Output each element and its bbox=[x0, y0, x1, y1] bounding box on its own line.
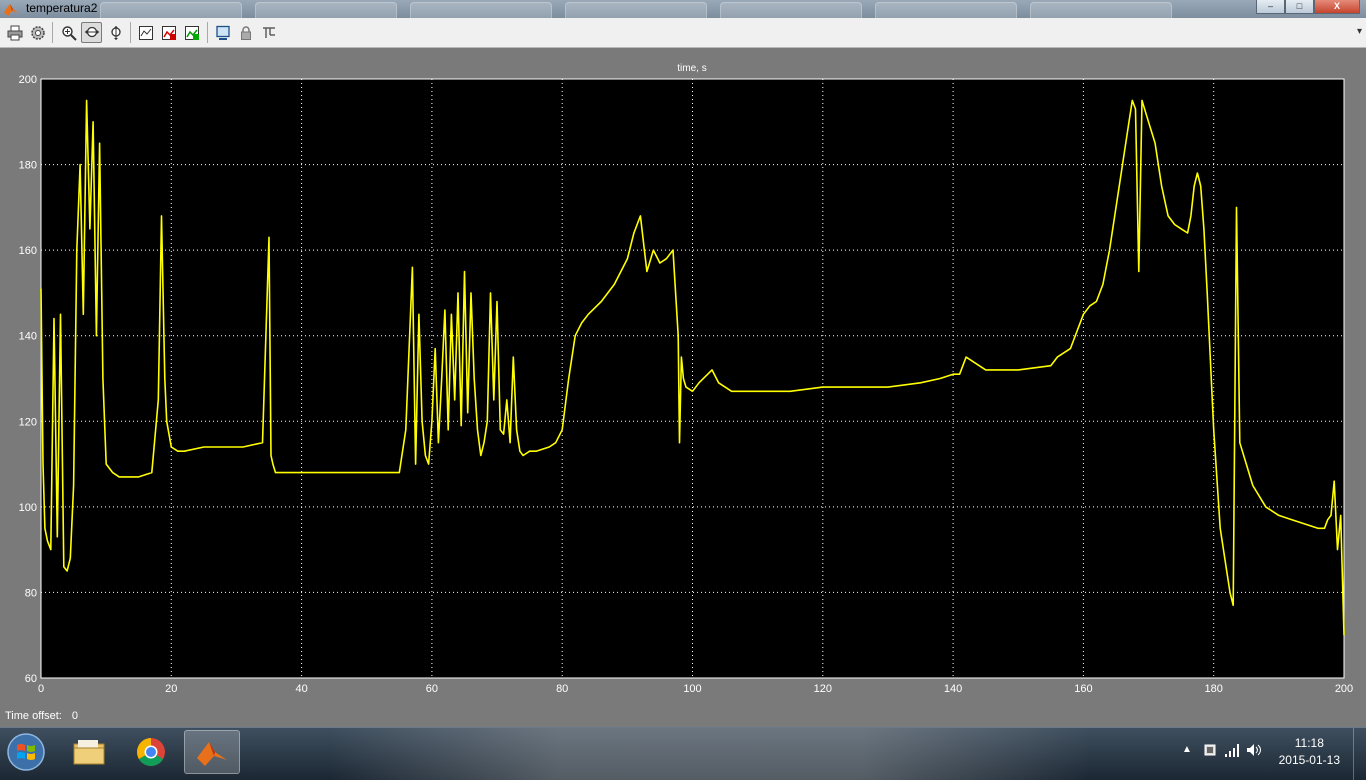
print-button[interactable] bbox=[4, 22, 25, 43]
x-tick-label: 140 bbox=[944, 683, 962, 695]
y-tick-label: 200 bbox=[19, 74, 37, 86]
y-tick-label: 180 bbox=[19, 160, 37, 172]
print-icon bbox=[7, 25, 22, 40]
taskbar-item-explorer[interactable] bbox=[61, 730, 117, 774]
y-tick-label: 100 bbox=[19, 502, 37, 514]
parameters-icon bbox=[30, 25, 45, 40]
x-tick-label: 20 bbox=[165, 683, 177, 695]
autoscale-icon bbox=[138, 25, 153, 40]
windows-start-icon bbox=[7, 733, 45, 771]
scope-chart[interactable]: 0 20 40 60 80 100 120 140 160 180 200 60 80 100 120 14… bbox=[0, 47, 1366, 727]
time-offset-value: 0 bbox=[71, 710, 78, 722]
window-title: temperatura2 bbox=[26, 1, 98, 15]
toolbar-separator bbox=[130, 22, 131, 43]
taskbar-background bbox=[330, 728, 1090, 780]
window-controls: – □ X bbox=[1256, 0, 1360, 14]
zoom-in-button[interactable] bbox=[58, 22, 79, 43]
save-axes-settings-icon bbox=[161, 25, 176, 40]
y-tick-label: 60 bbox=[25, 673, 37, 685]
axis-title: time, s bbox=[677, 63, 706, 74]
restore-axes-settings-button[interactable] bbox=[181, 22, 202, 43]
save-axes-settings-button[interactable] bbox=[158, 22, 179, 43]
y-tick-label: 80 bbox=[25, 587, 37, 599]
window-title-bar[interactable]: temperatura2 – □ X bbox=[0, 0, 1366, 18]
floating-scope-button[interactable] bbox=[212, 22, 233, 43]
signal-selection-button[interactable] bbox=[258, 22, 279, 43]
signal-strength-icon[interactable] bbox=[1224, 742, 1240, 758]
clock[interactable]: 11:18 2015-01-13 bbox=[1279, 735, 1340, 769]
background-tabs bbox=[100, 2, 1260, 18]
lock-axes-icon bbox=[240, 25, 251, 40]
matlab-icon bbox=[197, 742, 227, 766]
toolbar-separator bbox=[52, 22, 53, 43]
scope-plot-area: 0 20 40 60 80 100 120 140 160 180 200 60 80 100 120 14… bbox=[0, 47, 1366, 727]
taskbar-item-matlab[interactable] bbox=[184, 730, 240, 774]
parameters-button[interactable] bbox=[27, 22, 48, 43]
minimize-button[interactable]: – bbox=[1256, 0, 1285, 14]
show-desktop-button[interactable] bbox=[1353, 728, 1366, 780]
y-tick-label: 160 bbox=[19, 245, 37, 257]
zoom-y-button[interactable] bbox=[105, 22, 126, 43]
toolbar-overflow-icon[interactable]: ▾ bbox=[1356, 26, 1362, 37]
zoom-x-icon bbox=[84, 26, 99, 37]
autoscale-button[interactable] bbox=[135, 22, 156, 43]
signal-selection-icon bbox=[262, 26, 275, 38]
taskbar-item-chrome[interactable] bbox=[123, 730, 179, 774]
zoom-x-button[interactable] bbox=[81, 22, 102, 43]
volume-icon[interactable] bbox=[1246, 742, 1262, 758]
restore-axes-settings-icon bbox=[184, 25, 199, 40]
zoom-y-icon bbox=[110, 25, 121, 40]
scope-toolbar: ▾ bbox=[0, 18, 1366, 48]
y-tick-label: 120 bbox=[19, 416, 37, 428]
start-button[interactable] bbox=[6, 732, 46, 772]
y-tick-label: 140 bbox=[19, 331, 37, 343]
x-tick-label: 200 bbox=[1335, 683, 1353, 695]
plot-background bbox=[40, 78, 1345, 679]
file-explorer-icon bbox=[73, 740, 105, 765]
x-tick-label: 40 bbox=[295, 683, 307, 695]
clock-time: 11:18 bbox=[1294, 736, 1324, 750]
close-button[interactable]: X bbox=[1314, 0, 1360, 14]
clock-date: 2015-01-13 bbox=[1278, 753, 1340, 767]
windows-taskbar: ▲ 11:18 2015-01-13 bbox=[0, 727, 1366, 780]
x-tick-label: 180 bbox=[1205, 683, 1223, 695]
network-device-icon[interactable] bbox=[1202, 742, 1218, 758]
system-tray: ▲ 11:18 2015-01-13 bbox=[1166, 728, 1366, 780]
x-tick-label: 0 bbox=[38, 683, 44, 695]
x-tick-label: 160 bbox=[1074, 683, 1092, 695]
temperature-series-line bbox=[40, 99, 1345, 636]
chrome-icon bbox=[137, 738, 165, 766]
zoom-in-icon bbox=[61, 25, 77, 41]
x-tick-label: 100 bbox=[683, 683, 701, 695]
x-tick-label: 80 bbox=[556, 683, 568, 695]
maximize-button[interactable]: □ bbox=[1285, 0, 1314, 14]
toolbar-separator bbox=[207, 22, 208, 43]
x-tick-label: 60 bbox=[426, 683, 438, 695]
time-offset-label: Time offset: bbox=[5, 710, 62, 722]
floating-scope-icon bbox=[215, 25, 230, 40]
show-hidden-icons-icon[interactable]: ▲ bbox=[1182, 744, 1192, 755]
x-tick-label: 120 bbox=[814, 683, 832, 695]
matlab-app-icon bbox=[4, 4, 18, 16]
time-offset-status: Time offset: 0 bbox=[5, 710, 78, 722]
lock-axes-button[interactable] bbox=[235, 22, 256, 43]
